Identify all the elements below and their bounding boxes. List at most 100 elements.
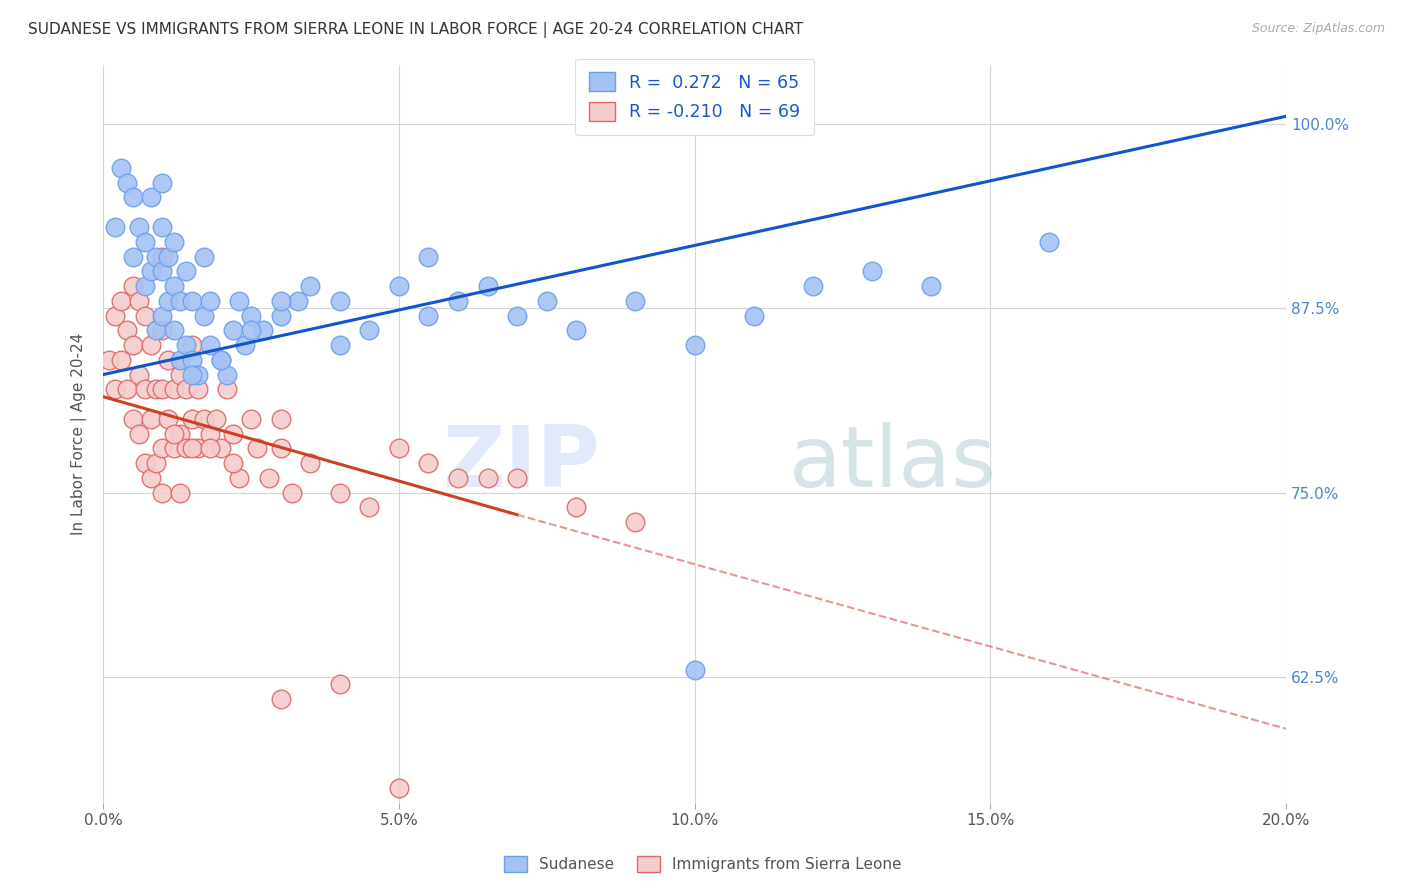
Point — [222, 426, 245, 441]
Point — [169, 485, 191, 500]
Point — [217, 382, 239, 396]
Legend: R =  0.272   N = 65, R = -0.210   N = 69: R = 0.272 N = 65, R = -0.210 N = 69 — [575, 59, 814, 136]
Point — [128, 368, 150, 382]
Point — [246, 442, 269, 456]
Point — [187, 382, 209, 396]
Point — [506, 309, 529, 323]
Point — [742, 309, 765, 323]
Point — [180, 368, 202, 382]
Point — [198, 293, 221, 308]
Point — [801, 279, 824, 293]
Point — [169, 293, 191, 308]
Text: ZIP: ZIP — [443, 422, 600, 505]
Point — [128, 426, 150, 441]
Point — [157, 352, 180, 367]
Point — [174, 338, 197, 352]
Point — [157, 250, 180, 264]
Point — [139, 471, 162, 485]
Point — [299, 279, 322, 293]
Point — [150, 382, 173, 396]
Point — [270, 442, 292, 456]
Point — [281, 485, 304, 500]
Point — [270, 309, 292, 323]
Point — [683, 663, 706, 677]
Point — [193, 250, 215, 264]
Point — [222, 456, 245, 470]
Point — [169, 352, 191, 367]
Point — [180, 412, 202, 426]
Point — [222, 323, 245, 337]
Point — [565, 500, 588, 515]
Point — [388, 780, 411, 795]
Point — [150, 250, 173, 264]
Point — [198, 338, 221, 352]
Point — [506, 471, 529, 485]
Point — [134, 382, 156, 396]
Point — [536, 293, 558, 308]
Point — [329, 677, 352, 691]
Point — [180, 338, 202, 352]
Point — [121, 412, 143, 426]
Point — [388, 279, 411, 293]
Point — [447, 293, 470, 308]
Point — [157, 412, 180, 426]
Point — [198, 426, 221, 441]
Point — [163, 426, 186, 441]
Point — [270, 692, 292, 706]
Point — [139, 412, 162, 426]
Point — [233, 338, 256, 352]
Point — [169, 368, 191, 382]
Point — [860, 264, 883, 278]
Point — [228, 471, 250, 485]
Point — [174, 264, 197, 278]
Point — [329, 338, 352, 352]
Point — [329, 485, 352, 500]
Point — [193, 309, 215, 323]
Point — [299, 456, 322, 470]
Point — [1038, 235, 1060, 249]
Point — [565, 323, 588, 337]
Point — [121, 190, 143, 204]
Point — [115, 382, 138, 396]
Point — [180, 352, 202, 367]
Point — [150, 264, 173, 278]
Point — [211, 442, 233, 456]
Point — [193, 412, 215, 426]
Point — [240, 412, 263, 426]
Point — [240, 309, 263, 323]
Point — [180, 442, 202, 456]
Point — [180, 293, 202, 308]
Point — [287, 293, 309, 308]
Point — [121, 250, 143, 264]
Point — [163, 442, 186, 456]
Point — [447, 471, 470, 485]
Point — [624, 293, 647, 308]
Y-axis label: In Labor Force | Age 20-24: In Labor Force | Age 20-24 — [72, 333, 87, 534]
Point — [204, 412, 226, 426]
Point — [418, 250, 440, 264]
Point — [150, 442, 173, 456]
Point — [920, 279, 942, 293]
Point — [150, 176, 173, 190]
Point — [150, 485, 173, 500]
Point — [359, 323, 381, 337]
Point — [477, 279, 499, 293]
Point — [121, 279, 143, 293]
Point — [145, 456, 167, 470]
Point — [104, 382, 127, 396]
Point — [418, 309, 440, 323]
Point — [110, 293, 132, 308]
Point — [145, 382, 167, 396]
Point — [211, 352, 233, 367]
Point — [163, 382, 186, 396]
Point — [418, 456, 440, 470]
Point — [211, 352, 233, 367]
Point — [388, 442, 411, 456]
Point — [198, 442, 221, 456]
Point — [104, 219, 127, 234]
Point — [150, 309, 173, 323]
Point — [121, 338, 143, 352]
Point — [270, 412, 292, 426]
Point — [359, 500, 381, 515]
Point — [163, 235, 186, 249]
